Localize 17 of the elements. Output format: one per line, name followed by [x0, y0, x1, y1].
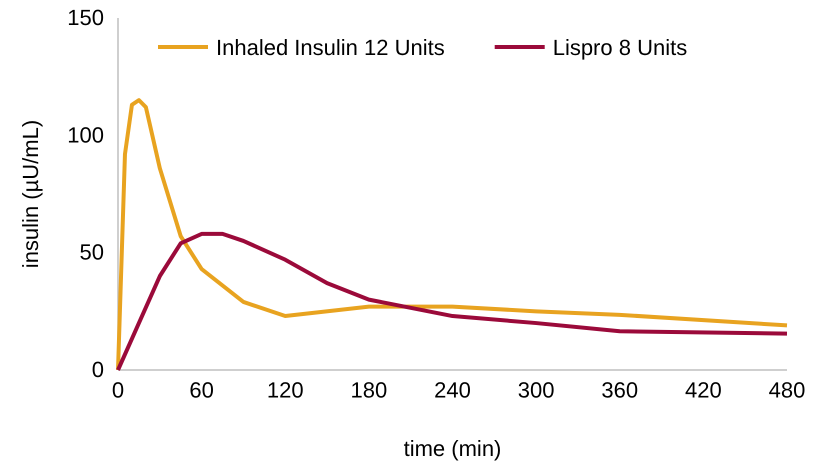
x-axis-title: time (min): [404, 436, 502, 461]
x-tick-label: 360: [601, 378, 638, 403]
x-tick-label: 240: [434, 378, 471, 403]
x-tick-label: 480: [768, 378, 806, 403]
x-tick-label: 420: [685, 378, 722, 403]
y-axis-title: insulin (µU/mL): [18, 120, 43, 268]
x-tick-label: 300: [518, 378, 554, 403]
y-tick-label: 50: [80, 240, 104, 265]
y-tick-label: 100: [67, 122, 104, 148]
y-tick-label: 0: [92, 357, 104, 382]
x-tick-label: 0: [112, 378, 124, 403]
x-tick-label: 60: [189, 378, 214, 403]
x-tick-label: 120: [266, 378, 304, 403]
y-tick-label: 150: [67, 5, 104, 30]
legend-label: Inhaled Insulin 12 Units: [216, 35, 445, 60]
x-tick-label: 180: [350, 378, 388, 403]
legend-label: Lispro 8 Units: [552, 35, 688, 60]
